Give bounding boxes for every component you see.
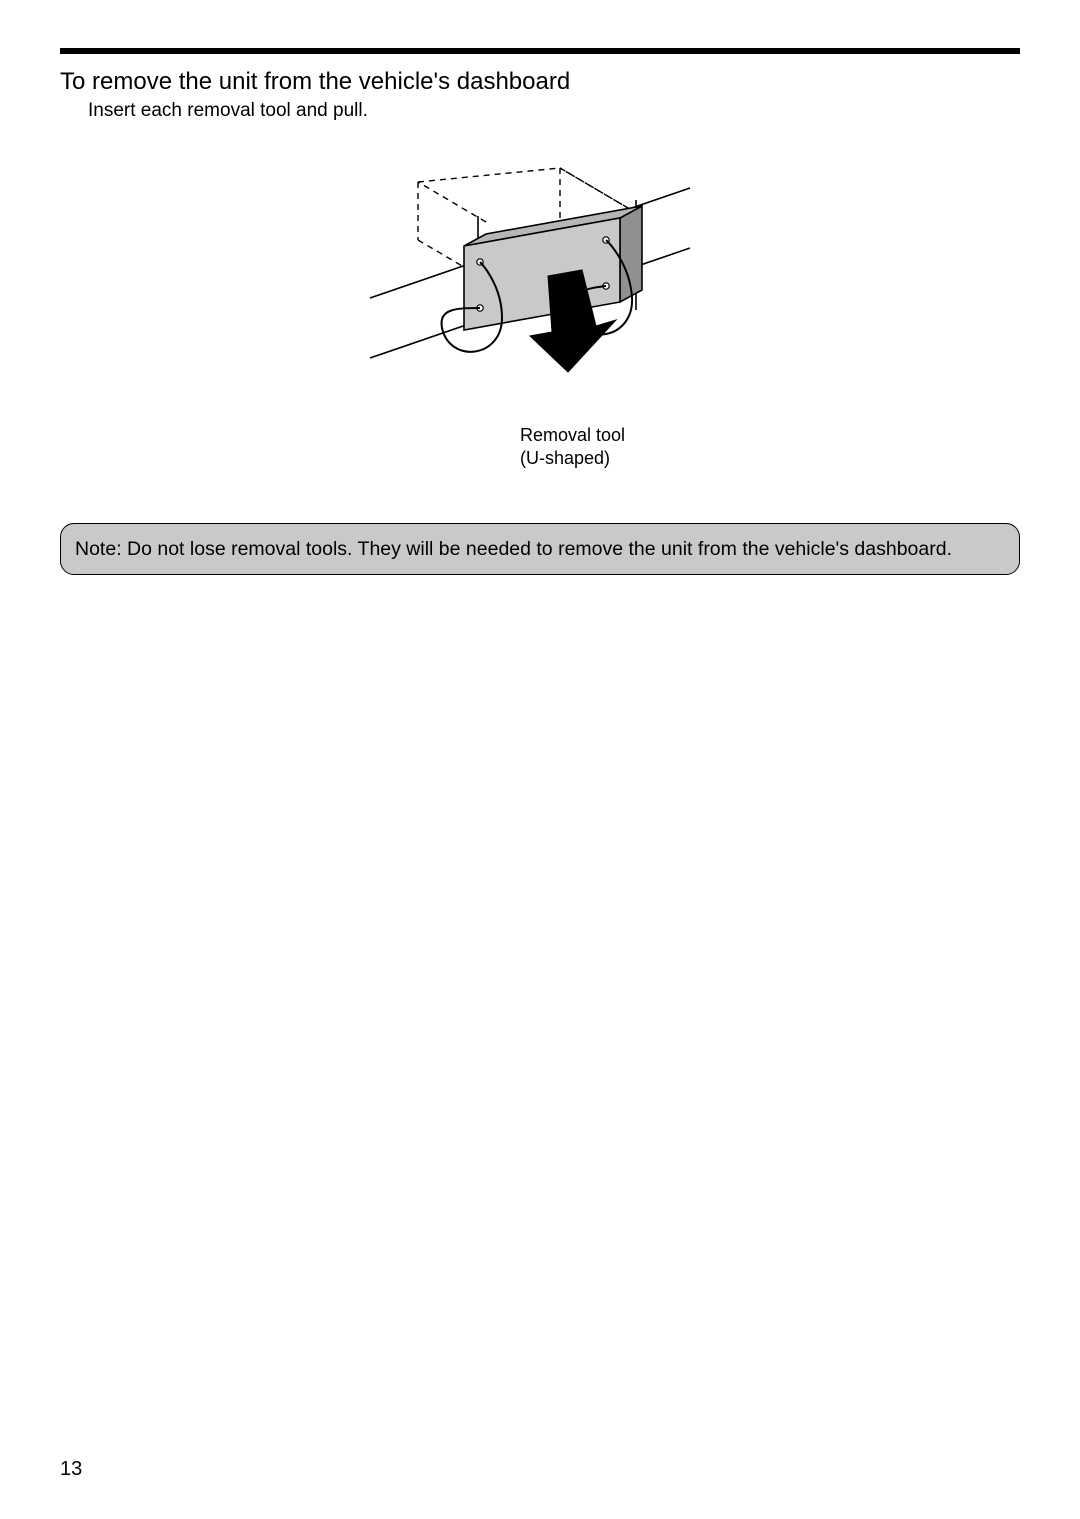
caption-line-2: (U-shaped) <box>520 448 610 468</box>
figure-container: Removal tool (U-shaped) <box>60 158 1020 469</box>
manual-page: To remove the unit from the vehicle's da… <box>0 0 1080 1519</box>
figure-caption: Removal tool (U-shaped) <box>520 424 750 469</box>
top-rule <box>60 48 1020 54</box>
caption-line-1: Removal tool <box>520 425 625 445</box>
page-number: 13 <box>60 1458 82 1481</box>
removal-diagram: Removal tool (U-shaped) <box>330 158 750 469</box>
note-box: Note: Do not lose removal tools. They wi… <box>60 523 1020 575</box>
section-title: To remove the unit from the vehicle's da… <box>60 68 1020 96</box>
instruction-text: Insert each removal tool and pull. <box>88 100 1020 122</box>
